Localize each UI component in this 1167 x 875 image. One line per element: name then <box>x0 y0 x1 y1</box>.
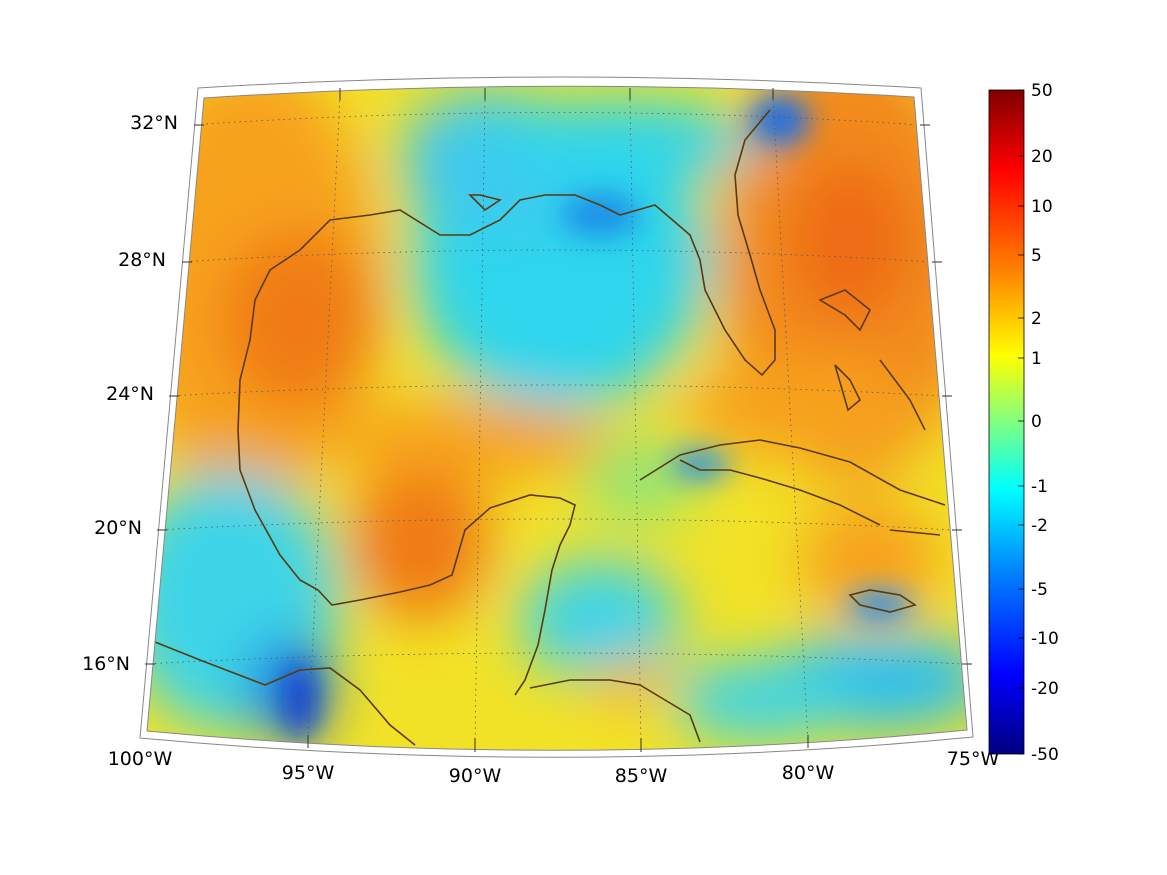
colorbar-gradient <box>988 89 1025 755</box>
lat-label-20n: 20°N <box>94 517 142 539</box>
map-field <box>147 86 967 751</box>
colorbar-tick-label: -10 <box>1031 629 1059 649</box>
map-frame <box>146 85 968 751</box>
frame-ticks <box>145 88 972 752</box>
colorbar-tick-label: -5 <box>1031 580 1048 600</box>
colorbar-tick-label: -2 <box>1031 516 1048 536</box>
lat-label-28n: 28°N <box>118 249 166 271</box>
coastlines <box>149 109 946 746</box>
lon-label-95w: 95°W <box>282 762 335 784</box>
lon-label-90w: 90°W <box>449 765 502 787</box>
map-frame-outer <box>139 76 974 758</box>
lon-label-100w: 100°W <box>108 748 173 770</box>
colorbar-tick-label: 50 <box>1031 81 1053 101</box>
colorbar-tick-label: -50 <box>1031 745 1059 765</box>
colorbar-tick-label: 1 <box>1031 349 1042 369</box>
longitude-labels: 100°W 95°W 90°W 85°W 80°W 75°W <box>108 748 1000 787</box>
latitude-labels: 32°N 28°N 24°N 20°N 16°N <box>82 112 178 675</box>
colorbar-tick-label: 20 <box>1031 147 1053 167</box>
colorbar-tick-label: -1 <box>1031 477 1048 497</box>
graticule <box>147 94 963 746</box>
lat-label-24n: 24°N <box>106 383 154 405</box>
lon-label-75w: 75°W <box>947 748 1000 770</box>
colorbar-tick-label: 10 <box>1031 197 1053 217</box>
colorbar-tick-label: 5 <box>1031 246 1042 266</box>
lon-label-80w: 80°W <box>782 762 835 784</box>
lat-label-32n: 32°N <box>130 112 178 134</box>
lat-label-16n: 16°N <box>82 653 130 675</box>
colorbar-tick-label: -20 <box>1031 679 1059 699</box>
colorbar-tick-label: 2 <box>1031 309 1042 329</box>
colorbar-tick-label: 0 <box>1031 412 1042 432</box>
lon-label-85w: 85°W <box>615 765 668 787</box>
